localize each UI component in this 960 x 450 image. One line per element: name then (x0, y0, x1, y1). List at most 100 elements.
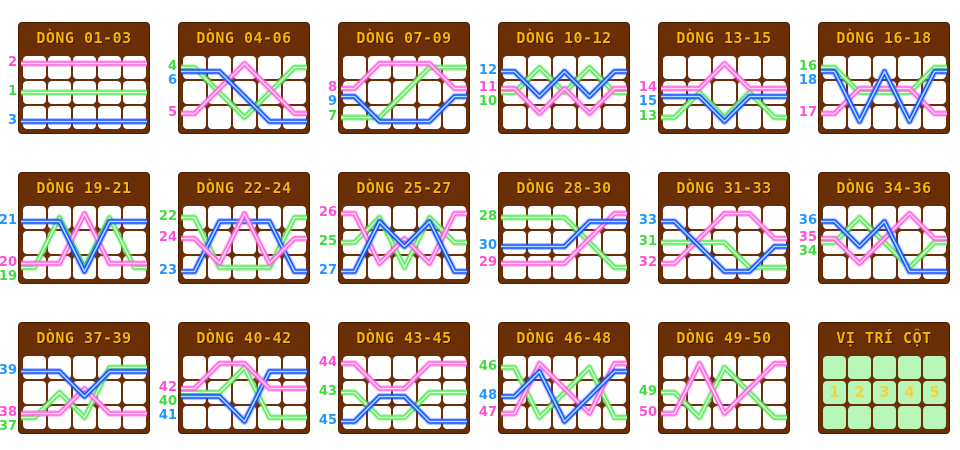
payline-number-label: 2 (7, 55, 17, 70)
payline-43 (341, 389, 467, 421)
payline-panel: DÒNG 07-09 (338, 22, 470, 134)
payline-50 (661, 360, 787, 417)
payline-45 (341, 393, 467, 425)
payline-number-label: 32 (638, 255, 657, 270)
payline-number-label: 12 (478, 63, 497, 78)
reel-cell (528, 81, 551, 104)
payline-stroke (661, 95, 787, 123)
payline-number-label: 45 (318, 413, 337, 428)
payline-number-label: 49 (638, 384, 657, 399)
payline-stroke (821, 212, 947, 265)
reel-cell (418, 256, 441, 279)
reel-cell (208, 106, 231, 129)
reel-cell (393, 356, 416, 379)
payline-29 (501, 210, 627, 267)
payline-47 (501, 360, 627, 417)
payline-number-label: 20 (0, 255, 17, 270)
payline-stroke (661, 366, 787, 419)
payline-35 (821, 210, 947, 267)
payline-number-label: 50 (638, 405, 657, 420)
payline-16 (821, 64, 947, 96)
reel-cell (528, 106, 551, 129)
payline-13 (661, 89, 787, 121)
reel-cell (578, 406, 601, 429)
panel-title: DÒNG 46-48 (516, 329, 612, 347)
payline-stroke (21, 387, 147, 415)
payline-9 (341, 93, 467, 125)
reel-cell (123, 231, 146, 254)
reel-cell (73, 381, 96, 404)
payline-37 (21, 364, 147, 421)
payline-stroke (821, 216, 947, 269)
payline-panel: DÒNG 43-45 (338, 322, 470, 434)
payline-number-label: 31 (638, 234, 657, 249)
payline-number-label: 21 (0, 213, 17, 228)
reel-cell (73, 356, 96, 379)
payline-number-label: 23 (158, 263, 177, 278)
reel-cell (23, 231, 46, 254)
panel-title: DÒNG 22-24 (196, 179, 292, 197)
panel-title: DÒNG 43-45 (356, 329, 452, 347)
reel-cell (663, 356, 686, 379)
panel-title: DÒNG 10-12 (516, 29, 612, 47)
reel-cell (763, 206, 786, 229)
payline-number-label: 48 (478, 388, 497, 403)
payline-overlay (501, 64, 627, 117)
panel-title: DÒNG 40-42 (196, 329, 292, 347)
reel-cell (578, 81, 601, 104)
payline-14 (661, 60, 787, 92)
reel-cell (898, 356, 921, 379)
payline-stroke (341, 95, 467, 123)
payline-number-label: 9 (327, 94, 337, 109)
reel-cell (233, 381, 256, 404)
payline-panel: DÒNG 13-15 (658, 22, 790, 134)
payline-panel: DÒNG 16-18 (818, 22, 950, 134)
payline-number-label: 47 (478, 405, 497, 420)
payline-panel: DÒNG 25-27 (338, 172, 470, 284)
payline-number-label: 10 (478, 94, 497, 109)
payline-number-label: 6 (167, 73, 177, 88)
panel-title: DÒNG 25-27 (356, 179, 452, 197)
reel-cell (258, 56, 281, 79)
reel-cell (393, 206, 416, 229)
panel-title: DÒNG 19-21 (36, 179, 132, 197)
payline-7 (341, 64, 467, 121)
payline-44 (341, 360, 467, 392)
reel-cell (738, 106, 761, 129)
payline-number-label: 16 (798, 59, 817, 74)
payline-stroke (341, 212, 467, 265)
payline-stroke (501, 70, 627, 98)
payline-stroke (21, 212, 147, 265)
payline-number-label: 39 (0, 363, 17, 378)
reel-cell (873, 406, 896, 429)
reel-cell (873, 256, 896, 279)
payline-34 (821, 214, 947, 271)
payline-stroke (661, 362, 787, 415)
payline-stroke (501, 216, 627, 269)
column-number: 3 (879, 383, 890, 401)
payline-46 (501, 364, 627, 421)
reel-cell (688, 206, 711, 229)
reel-cell (183, 356, 206, 379)
reel-cell (578, 256, 601, 279)
payline-10 (501, 64, 627, 96)
payline-overlay (181, 60, 307, 125)
payline-number-label: 5 (167, 105, 177, 120)
payline-number-label: 41 (158, 408, 177, 423)
reel-cell (553, 356, 576, 379)
reel-cell (603, 231, 626, 254)
payline-overlay (341, 360, 467, 425)
payline-21 (21, 218, 147, 275)
payline-stroke (21, 368, 147, 400)
payline-number-label: 40 (158, 394, 177, 409)
payline-stroke (181, 66, 307, 119)
payline-number-label: 19 (0, 269, 17, 284)
reel-cell (503, 106, 526, 129)
panel-title: DÒNG 28-30 (516, 179, 612, 197)
payline-27 (341, 218, 467, 275)
payline-number-label: 35 (798, 230, 817, 245)
payline-stroke (181, 62, 307, 115)
payline-number-label: 43 (318, 384, 337, 399)
payline-stroke (341, 391, 467, 419)
payline-panel: DÒNG 37-39 (18, 322, 150, 434)
